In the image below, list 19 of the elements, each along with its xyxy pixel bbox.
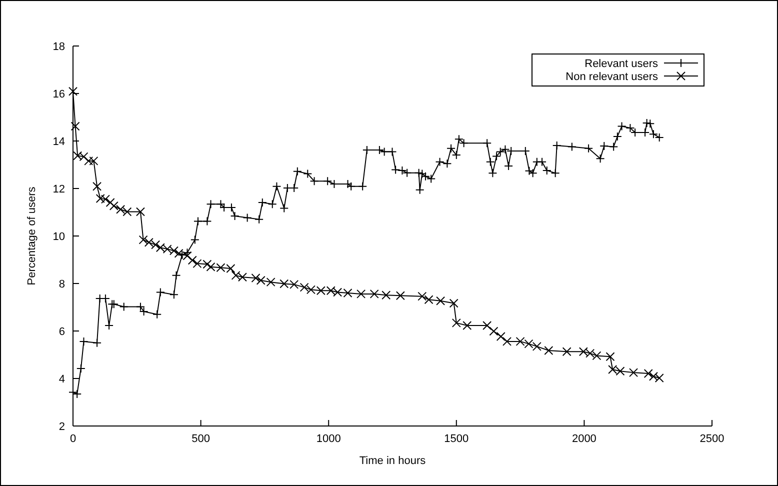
y-tick-label: 2 [58,421,65,433]
x-tick-label: 2000 [572,433,596,445]
legend-label: Non relevant users [566,71,658,83]
y-tick-label: 16 [52,88,65,100]
x-axis-title: Time in hours [359,455,426,467]
y-tick-label: 4 [58,374,65,386]
x-tick-label: 1000 [316,433,341,445]
y-tick-label: 10 [52,231,65,243]
y-tick-label: 6 [58,326,65,338]
y-tick-label: 14 [52,136,65,148]
y-tick-label: 18 [52,41,65,53]
x-tick-label: 0 [70,433,76,445]
y-tick-label: 8 [58,278,65,290]
y-axis-title: Percentage of users [26,186,38,286]
x-tick-label: 1500 [444,433,469,445]
x-tick-label: 500 [192,433,210,445]
y-tick-label: 12 [52,184,65,196]
legend-label: Relevant users [584,58,658,70]
x-tick-label: 2500 [700,433,724,445]
